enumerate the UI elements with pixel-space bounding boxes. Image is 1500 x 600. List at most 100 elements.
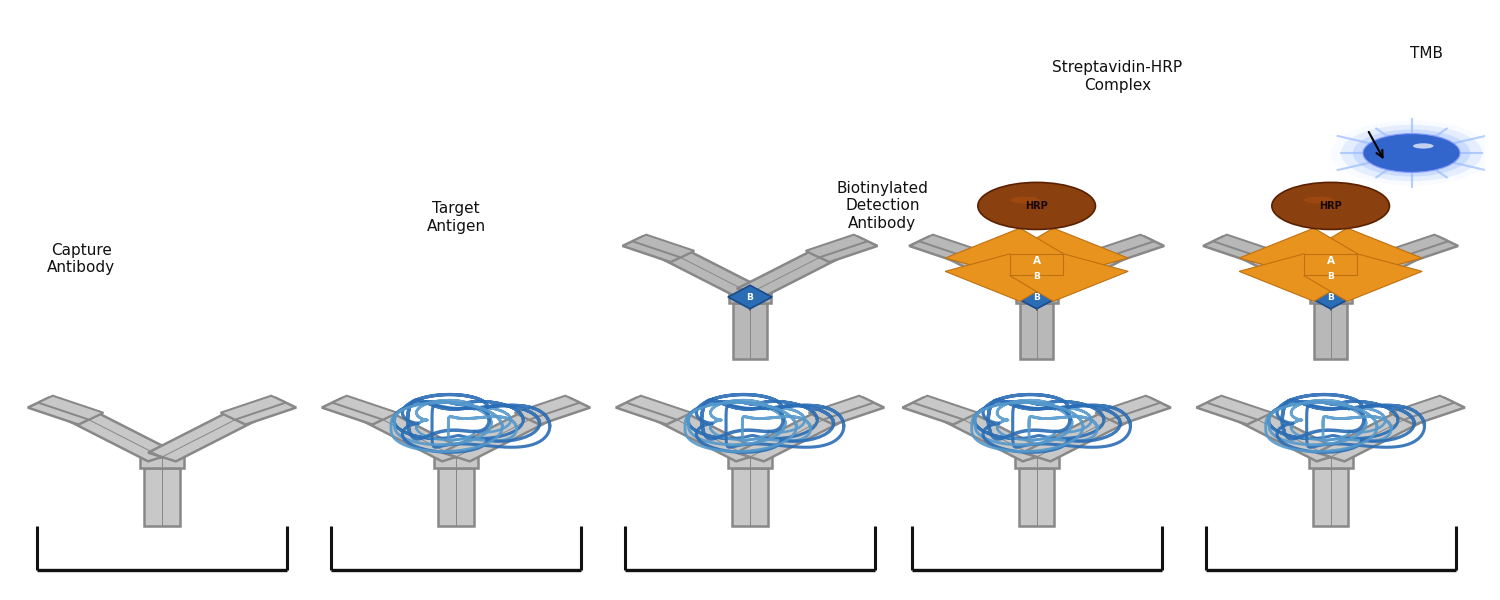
Circle shape: [1353, 130, 1470, 176]
Polygon shape: [945, 254, 1064, 301]
Polygon shape: [1023, 412, 1131, 461]
Polygon shape: [1317, 250, 1420, 297]
Polygon shape: [1010, 254, 1128, 301]
Text: Target
Antigen: Target Antigen: [426, 202, 486, 234]
Polygon shape: [519, 398, 590, 425]
Polygon shape: [1092, 235, 1155, 257]
Polygon shape: [1304, 254, 1358, 275]
Text: A: A: [1032, 256, 1041, 266]
Polygon shape: [1239, 254, 1358, 301]
Polygon shape: [942, 412, 1050, 461]
Text: TMB: TMB: [1410, 46, 1443, 61]
Polygon shape: [1236, 412, 1344, 461]
Polygon shape: [1014, 457, 1059, 467]
Text: B: B: [747, 293, 753, 302]
Polygon shape: [148, 412, 256, 461]
Polygon shape: [728, 286, 772, 309]
Polygon shape: [728, 457, 772, 467]
Polygon shape: [1023, 250, 1126, 297]
Ellipse shape: [1413, 143, 1434, 149]
Polygon shape: [909, 236, 976, 262]
Polygon shape: [38, 395, 104, 419]
Polygon shape: [514, 395, 580, 419]
Polygon shape: [1239, 228, 1358, 275]
Text: B: B: [1034, 272, 1040, 281]
Polygon shape: [322, 398, 393, 425]
Polygon shape: [808, 395, 874, 419]
Polygon shape: [1386, 235, 1449, 257]
Text: Capture
Antibody: Capture Antibody: [46, 242, 116, 275]
Polygon shape: [633, 235, 694, 257]
Text: HRP: HRP: [1026, 201, 1048, 211]
Circle shape: [1364, 134, 1460, 172]
Text: Streptavidin-HRP
Complex: Streptavidin-HRP Complex: [1053, 61, 1182, 93]
Polygon shape: [626, 395, 692, 419]
Polygon shape: [736, 412, 844, 461]
Polygon shape: [616, 398, 687, 425]
Polygon shape: [656, 412, 764, 461]
Polygon shape: [1308, 457, 1353, 467]
Polygon shape: [1197, 398, 1268, 425]
Polygon shape: [734, 303, 766, 359]
Polygon shape: [1310, 293, 1352, 303]
Text: B: B: [1034, 293, 1040, 302]
Circle shape: [1330, 121, 1492, 185]
Polygon shape: [1095, 395, 1161, 419]
Polygon shape: [732, 467, 768, 526]
Text: B: B: [1328, 272, 1334, 281]
Polygon shape: [806, 235, 867, 257]
Polygon shape: [140, 457, 184, 467]
Polygon shape: [1096, 236, 1164, 262]
Text: A: A: [1326, 256, 1335, 266]
Polygon shape: [1208, 395, 1272, 419]
Polygon shape: [945, 228, 1064, 275]
Polygon shape: [903, 398, 974, 425]
Polygon shape: [1312, 467, 1348, 526]
Circle shape: [978, 182, 1095, 229]
Polygon shape: [144, 467, 180, 526]
Polygon shape: [1014, 286, 1059, 309]
Text: HRP: HRP: [1320, 201, 1342, 211]
Polygon shape: [1214, 235, 1275, 257]
Polygon shape: [438, 467, 474, 526]
Polygon shape: [225, 398, 296, 425]
Polygon shape: [1304, 228, 1422, 275]
Polygon shape: [914, 395, 978, 419]
Polygon shape: [1314, 303, 1347, 359]
Polygon shape: [220, 395, 286, 419]
Polygon shape: [1019, 467, 1054, 526]
Circle shape: [1341, 125, 1482, 181]
Ellipse shape: [1304, 197, 1334, 203]
Polygon shape: [1304, 254, 1422, 301]
Circle shape: [1272, 182, 1389, 229]
Polygon shape: [332, 395, 398, 419]
Polygon shape: [433, 457, 478, 467]
Polygon shape: [1010, 254, 1064, 275]
Polygon shape: [362, 412, 470, 461]
Polygon shape: [622, 236, 690, 262]
Polygon shape: [736, 250, 840, 297]
Polygon shape: [813, 398, 883, 425]
Polygon shape: [920, 235, 981, 257]
Polygon shape: [1016, 293, 1058, 303]
Polygon shape: [1203, 236, 1270, 262]
Polygon shape: [1100, 398, 1172, 425]
Polygon shape: [1394, 398, 1466, 425]
Polygon shape: [1240, 250, 1344, 297]
Polygon shape: [68, 412, 176, 461]
Ellipse shape: [1010, 197, 1040, 203]
Polygon shape: [946, 250, 1050, 297]
Polygon shape: [1010, 228, 1128, 275]
Polygon shape: [1390, 236, 1458, 262]
Polygon shape: [660, 250, 764, 297]
Polygon shape: [729, 293, 771, 303]
Polygon shape: [810, 236, 877, 262]
Polygon shape: [1020, 303, 1053, 359]
Polygon shape: [442, 412, 550, 461]
Polygon shape: [28, 398, 99, 425]
Polygon shape: [1389, 395, 1455, 419]
Polygon shape: [1317, 412, 1425, 461]
Text: Biotinylated
Detection
Antibody: Biotinylated Detection Antibody: [837, 181, 928, 231]
Text: B: B: [1328, 293, 1334, 302]
Polygon shape: [1308, 286, 1353, 309]
